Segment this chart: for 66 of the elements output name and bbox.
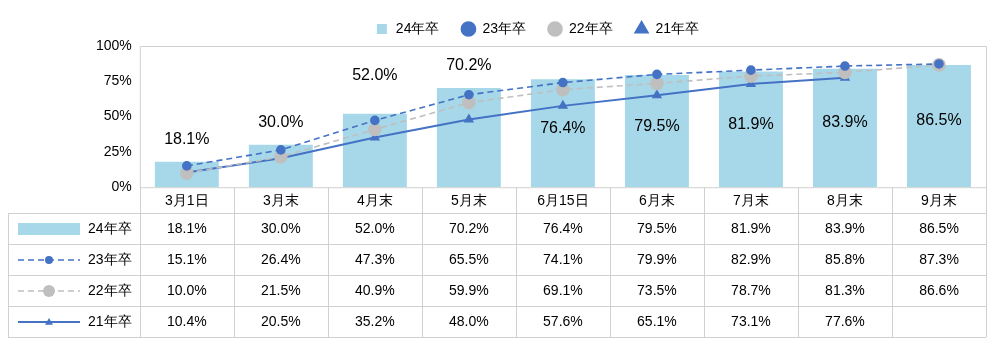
- y-tick-label: 75%: [103, 72, 132, 89]
- data-label: 83.9%: [825, 219, 865, 236]
- text: 18.1%: [164, 130, 210, 148]
- x-tick-label: 3月1日: [165, 192, 209, 209]
- text: 24年卒: [88, 219, 132, 236]
- data-label: 74.1%: [543, 250, 583, 267]
- data-label: 59.9%: [449, 281, 489, 298]
- data-label: 10.4%: [166, 312, 207, 329]
- y-tick-label: 100%: [95, 36, 132, 53]
- text: 23年卒: [88, 250, 132, 267]
- data-label: 21.5%: [260, 281, 301, 298]
- legend-label: 24年卒: [395, 19, 440, 36]
- data-label: 87.3%: [919, 250, 959, 267]
- data-label: 65.1%: [637, 312, 677, 329]
- data-label: 18.1%: [166, 219, 207, 236]
- data-label: 15.1%: [166, 250, 207, 267]
- data-label: 76.4%: [543, 219, 583, 236]
- data-label: 52.0%: [355, 219, 395, 236]
- x-tick-label: 7月末: [733, 192, 769, 209]
- data-label: 77.6%: [825, 312, 865, 329]
- text: 76.4%: [540, 119, 586, 137]
- legend-label: 21年卒: [655, 19, 700, 36]
- x-tick-label: 9月末: [921, 192, 957, 209]
- x-tick-label: 3月末: [262, 192, 299, 209]
- data-label: 35.2%: [355, 312, 395, 329]
- data-label: 69.1%: [543, 281, 583, 298]
- data-label: 82.9%: [731, 250, 771, 267]
- data-label: 70.2%: [449, 219, 489, 236]
- data-label: 81.9%: [731, 219, 771, 236]
- data-label: 47.3%: [355, 250, 395, 267]
- data-label: 86.5%: [919, 219, 959, 236]
- data-label: 57.6%: [543, 312, 583, 329]
- data-label: 40.9%: [355, 281, 395, 298]
- data-label: 79.9%: [637, 250, 677, 267]
- data-label: 73.1%: [731, 312, 771, 329]
- data-label: 81.3%: [825, 281, 865, 298]
- x-tick-label: 6月末: [639, 192, 675, 209]
- data-label: 10.0%: [166, 281, 207, 298]
- data-label: 85.8%: [825, 250, 865, 267]
- x-tick-label: 6月15日: [537, 192, 589, 209]
- text: 83.9%: [822, 113, 868, 131]
- y-tick-label: 0%: [111, 178, 132, 195]
- data-label: 65.5%: [449, 250, 489, 267]
- x-tick-label: 5月末: [450, 192, 487, 209]
- text: 22年卒: [88, 281, 132, 298]
- data-label: 20.5%: [260, 312, 301, 329]
- y-tick-label: 50%: [103, 107, 132, 124]
- text: 81.9%: [728, 115, 774, 132]
- data-label: 73.5%: [637, 281, 677, 298]
- text: 70.2%: [446, 56, 492, 74]
- data-label: 48.0%: [449, 312, 489, 329]
- text: 21年卒: [88, 312, 132, 329]
- data-label: 79.5%: [637, 219, 677, 236]
- text: 79.5%: [634, 116, 680, 134]
- legend-label: 23年卒: [482, 19, 527, 36]
- legend-label: 22年卒: [569, 19, 613, 36]
- text: 30.0%: [258, 113, 304, 131]
- data-label: 86.6%: [919, 281, 959, 298]
- data-label: 30.0%: [260, 219, 301, 236]
- y-tick-label: 25%: [103, 142, 132, 159]
- x-tick-label: 4月末: [356, 192, 393, 209]
- x-tick-label: 8月末: [827, 192, 863, 209]
- data-label: 26.4%: [260, 250, 301, 267]
- text: 86.5%: [916, 111, 962, 129]
- data-label: 78.7%: [731, 281, 771, 298]
- text: 52.0%: [352, 66, 398, 84]
